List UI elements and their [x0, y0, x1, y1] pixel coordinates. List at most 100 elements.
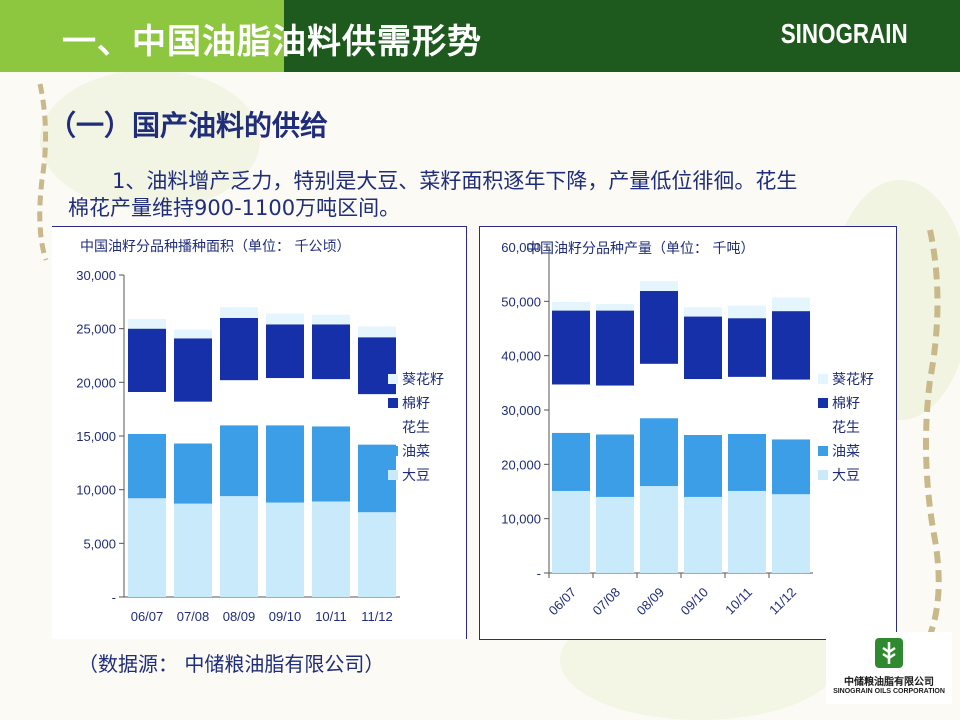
y-tick-label: -	[537, 566, 541, 581]
bar-sunflower	[220, 307, 258, 318]
bar-peanut	[640, 363, 678, 419]
bar-cotton	[552, 310, 590, 385]
company-logo: 中储粮油脂有限公司 SINOGRAIN OILS CORPORATION	[826, 632, 952, 704]
bar-sunflower	[552, 301, 590, 311]
x-tick-label: 11/12	[766, 585, 799, 618]
section-heading: （一）国产油料的供给	[48, 109, 329, 142]
x-tick-label: 08/09	[223, 609, 256, 624]
bar-rapeseed	[552, 432, 590, 491]
bar-soybean	[174, 503, 212, 597]
y-tick-label: 15,000	[76, 429, 116, 444]
legend-label-rapeseed: 油菜	[832, 444, 860, 460]
bar-rapeseed	[312, 426, 350, 502]
legend-swatch-rapeseed	[818, 446, 828, 456]
legend-swatch-sunflower	[818, 374, 828, 384]
bar-rapeseed	[640, 418, 678, 487]
bar-cotton	[684, 316, 722, 380]
bar-peanut	[728, 376, 766, 434]
area-chart-panel: 中国油籽分品种播种面积（单位： 千公顷） 30,000 25,000 20,000 15…	[52, 226, 467, 639]
bar-sunflower	[128, 319, 166, 329]
bar-peanut	[596, 385, 634, 435]
header-green-band	[0, 0, 284, 72]
legend-swatch-sunflower	[388, 374, 398, 384]
bar-cotton	[358, 337, 396, 395]
x-tick-label: 11/12	[361, 609, 393, 624]
x-tick-label: 09/10	[678, 585, 712, 619]
bar-soybean	[772, 494, 810, 573]
bar-cotton	[174, 338, 212, 402]
x-tick-label: 09/10	[269, 609, 302, 624]
bar-soybean	[220, 496, 258, 597]
legend-label-cotton: 棉籽	[832, 395, 860, 412]
y-tick-label: 25,000	[76, 322, 116, 337]
chart-title: 中国油籽分品种播种面积（单位： 千公顷）	[80, 239, 350, 255]
bar-cotton	[312, 324, 350, 380]
body-paragraph: 1、油料增产乏力，特别是大豆、菜籽面积逐年下降，产量低位徘徊。花生 棉花产量维持…	[68, 168, 898, 222]
y-tick-label: 40,000	[501, 349, 541, 364]
bar-sunflower	[596, 304, 634, 311]
x-tick-label: 10/11	[315, 609, 347, 624]
bar-rapeseed	[596, 434, 634, 497]
legend-label-soybean: 大豆	[832, 468, 860, 484]
paragraph-line-2: 棉花产量维持900-1100万吨区间。	[68, 196, 401, 220]
bar-peanut	[220, 380, 258, 426]
x-tick-label: 07/08	[177, 609, 210, 624]
legend-swatch-cotton	[818, 398, 828, 408]
bar-peanut	[174, 401, 212, 444]
bar-sunflower	[358, 326, 396, 338]
bar-cotton	[772, 311, 810, 380]
y-tick-label: 10,000	[76, 483, 116, 498]
bar-rapeseed	[772, 439, 810, 495]
y-tick-label: 20,000	[76, 375, 116, 390]
header-bar: 一、中国油脂油料供需形势 SINOGRAIN	[0, 0, 960, 72]
bar-peanut	[772, 379, 810, 440]
brand-logo-text: SINOGRAIN	[781, 18, 908, 49]
bar-rapeseed	[266, 425, 304, 503]
slide-title: 一、中国油脂油料供需形势	[62, 22, 482, 62]
legend-label-rapeseed: 油菜	[402, 444, 430, 460]
legend-label-sunflower: 葵花籽	[832, 372, 874, 388]
bar-rapeseed	[128, 433, 166, 499]
bar-peanut	[552, 384, 590, 433]
bar-sunflower	[312, 314, 350, 325]
bar-soybean	[596, 496, 634, 573]
legend-swatch-cotton	[388, 398, 398, 408]
y-tick-label: 10,000	[501, 512, 541, 527]
bar-peanut	[128, 391, 166, 434]
bar-peanut	[266, 378, 304, 426]
bar-cotton	[596, 310, 634, 386]
x-tick-label: 07/08	[590, 585, 624, 619]
bar-rapeseed	[684, 434, 722, 497]
bar-rapeseed	[728, 433, 766, 491]
bar-peanut	[312, 379, 350, 427]
y-tick-label: 50,000	[501, 294, 541, 309]
x-tick-label: 10/11	[722, 585, 755, 618]
wheat-logo-icon	[875, 638, 903, 668]
bar-cotton	[728, 318, 766, 377]
bar-soybean	[684, 496, 722, 573]
bar-rapeseed	[220, 425, 258, 497]
y-tick-label: 5,000	[83, 536, 116, 551]
bar-rapeseed	[174, 443, 212, 504]
area-stacked-bar-chart: 中国油籽分品种播种面积（单位： 千公顷） 30,000 25,000 20,000 15…	[76, 239, 444, 624]
bar-soybean	[640, 486, 678, 573]
bar-sunflower	[174, 329, 212, 339]
production-stacked-bar-chart: 中国油籽分品种产量（单位： 千吨）60,000 50,000 40,000 30,00…	[501, 240, 874, 619]
x-tick-label: 06/07	[131, 609, 164, 624]
y-tick-label: -	[112, 590, 116, 605]
bar-sunflower	[728, 305, 766, 319]
legend-swatch-soybean	[818, 470, 828, 480]
y-tick-label: 20,000	[501, 457, 541, 472]
bar-soybean	[128, 498, 166, 597]
bar-soybean	[728, 490, 766, 573]
legend-swatch-soybean	[388, 470, 398, 480]
chart-title: 中国油籽分品种产量（单位： 千吨）	[526, 241, 754, 257]
legend-swatch-peanut	[818, 422, 828, 432]
paragraph-line-1: 1、油料增产乏力，特别是大豆、菜籽面积逐年下降，产量低位徘徊。花生	[112, 169, 798, 193]
bar-peanut	[684, 379, 722, 435]
x-tick-label: 06/07	[546, 585, 580, 619]
bar-cotton	[640, 291, 678, 364]
bar-soybean	[552, 490, 590, 573]
production-chart-panel: 中国油籽分品种产量（单位： 千吨） 60,000 50,000 40,000 30,00…	[479, 226, 897, 640]
bar-sunflower	[772, 297, 810, 312]
